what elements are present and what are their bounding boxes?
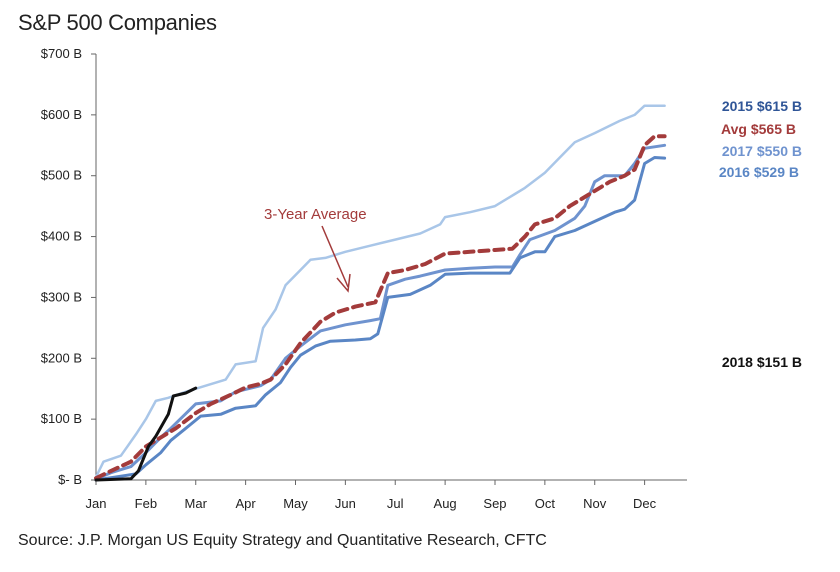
legend: 2015 $615 B 2017 $550 B 2016 $529 B Avg $56…: [719, 98, 802, 370]
y-tick-label: $- B: [58, 472, 82, 487]
series-lines: [94, 104, 667, 482]
y-tick-label: $400 B: [41, 229, 82, 244]
y-tick-label: $600 B: [41, 107, 82, 122]
y-tick-label: $100 B: [41, 411, 82, 426]
series-line-2017: [94, 143, 667, 481]
x-tick-label: Feb: [135, 496, 157, 511]
legend-label-2018: 2018 $151 B: [722, 354, 802, 370]
chart-title: S&P 500 Companies: [18, 10, 217, 35]
series-line-avg: [94, 134, 667, 481]
y-axis-ticks: $- B $100 B $200 B $300 B $400 B $500 B $600 B…: [41, 46, 96, 487]
y-tick-label: $500 B: [41, 168, 82, 183]
series-line-2016: [94, 156, 667, 482]
plot-frame: [95, 54, 687, 481]
x-tick-label: Nov: [583, 496, 607, 511]
x-tick-label: Mar: [185, 496, 208, 511]
y-tick-label: $700 B: [41, 46, 82, 61]
annotation-arrow-shaft: [321, 225, 349, 288]
legend-label-2016: 2016 $529 B: [719, 164, 799, 180]
legend-label-2015: 2015 $615 B: [722, 98, 802, 114]
legend-label-avg: Avg $565 B: [721, 121, 796, 137]
series-line-2018: [94, 386, 198, 482]
x-tick-label: Sep: [483, 496, 506, 511]
x-tick-label: Dec: [633, 496, 657, 511]
x-tick-label: Oct: [535, 496, 556, 511]
legend-label-2017: 2017 $550 B: [722, 143, 802, 159]
annotation-arrow-head: [336, 273, 351, 293]
x-tick-label: Jun: [335, 496, 356, 511]
source-note: Source: J.P. Morgan US Equity Strategy a…: [18, 532, 547, 549]
y-tick-label: $200 B: [41, 350, 82, 365]
annotation: 3-Year Average: [264, 206, 367, 293]
x-tick-label: Apr: [236, 496, 257, 511]
series-line-2015: [94, 104, 666, 479]
y-tick-label: $300 B: [41, 289, 82, 304]
x-tick-label: Jan: [86, 496, 107, 511]
x-axis-ticks: Jan Feb Mar Apr May Jun Jul Aug Sep Oct Nov Dec: [86, 480, 657, 511]
x-tick-label: Aug: [434, 496, 457, 511]
annotation-label: 3-Year Average: [264, 206, 367, 223]
x-tick-label: May: [283, 496, 308, 511]
x-tick-label: Jul: [387, 496, 404, 511]
